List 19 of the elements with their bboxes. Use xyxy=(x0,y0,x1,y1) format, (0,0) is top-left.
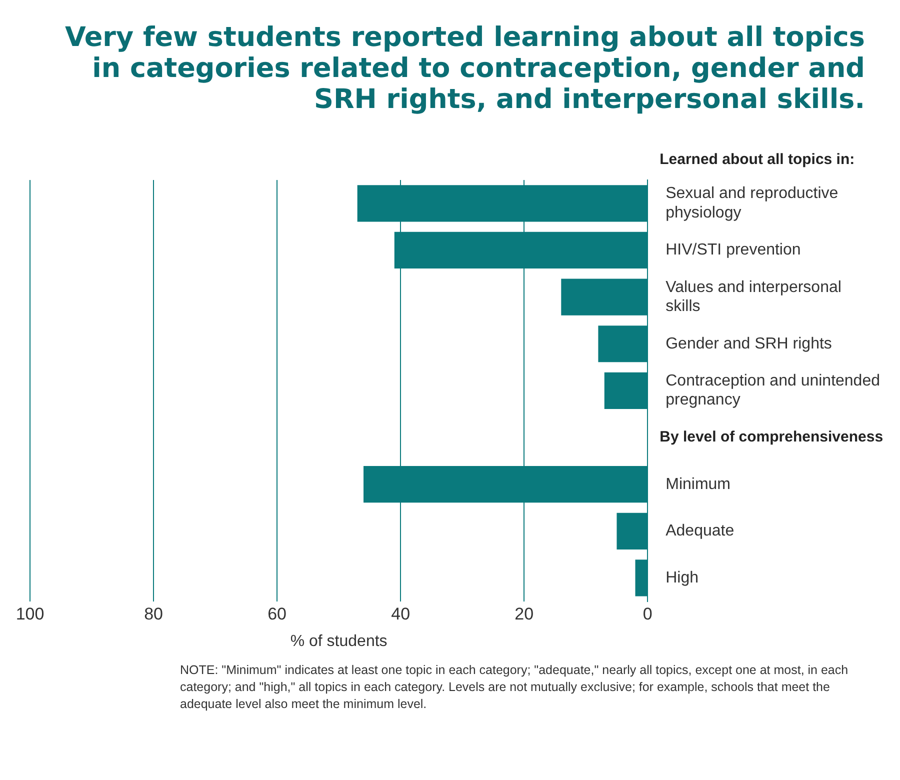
y-tick-label: HIV/STI prevention xyxy=(666,242,801,259)
x-tick-label: 40 xyxy=(391,604,410,624)
x-tick-label: 80 xyxy=(144,604,163,624)
x-tick-label: 20 xyxy=(514,604,534,624)
x-tick-label: 0 xyxy=(642,604,652,624)
text: NOTE: "Minimum" indicates at least one topic in each category; "adequate," nearly all topics, except one at most, in each category; and "high," all topics in each category. Levels are not mutually exclusive; for example, schools that meet the adequate level also meet the minimum level. xyxy=(180,662,850,713)
chart-title: Very few students reported learning about all topics in categories related to contraception, gender and SRH rights, and interpersonal skills. xyxy=(64,22,865,115)
y-tick-label: Contraception and unintended pregnancy xyxy=(666,372,880,409)
y-tick-label: Adequate xyxy=(666,522,734,540)
x-axis-title: % of students xyxy=(290,632,388,650)
y-tick-label: Sexual and reproductive physiology xyxy=(666,185,838,222)
y-tick-label: Values and interpersonal skills xyxy=(666,278,842,316)
y-tick-label: Minimum xyxy=(666,476,730,493)
text: By level of comprehensiveness xyxy=(660,428,884,446)
y-tick-label: Gender and SRH rights xyxy=(666,335,832,352)
x-tick-label: 60 xyxy=(268,604,287,624)
y-tick-label: High xyxy=(666,569,699,586)
text: Learned about all topics in: xyxy=(660,151,855,168)
x-tick-label: 100 xyxy=(16,604,44,624)
